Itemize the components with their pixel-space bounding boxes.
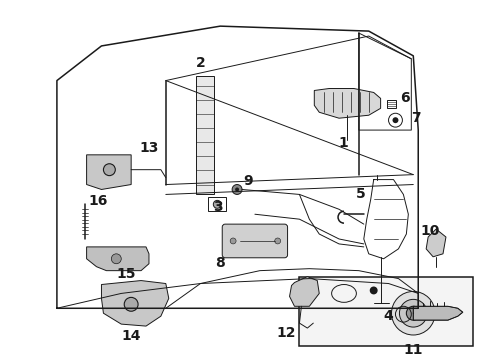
Bar [299, 276, 473, 346]
Bar [208, 197, 226, 211]
Text: 9: 9 [243, 174, 253, 188]
Circle shape [103, 164, 115, 176]
Text: 1: 1 [338, 136, 348, 150]
Polygon shape [314, 89, 381, 118]
Text: 14: 14 [122, 329, 141, 343]
Text: 11: 11 [404, 343, 423, 357]
Polygon shape [87, 155, 131, 189]
Circle shape [392, 117, 398, 123]
Polygon shape [101, 280, 169, 326]
Polygon shape [413, 306, 463, 320]
Text: 10: 10 [420, 224, 440, 238]
Text: 13: 13 [139, 141, 159, 155]
Text: 7: 7 [412, 111, 421, 125]
Circle shape [392, 292, 435, 335]
Circle shape [124, 297, 138, 311]
Bar [387, 100, 396, 108]
Polygon shape [87, 247, 149, 271]
Text: 16: 16 [89, 194, 108, 208]
Circle shape [370, 287, 378, 294]
Text: 6: 6 [400, 91, 410, 105]
FancyBboxPatch shape [222, 224, 288, 258]
Circle shape [406, 306, 420, 320]
Bar [196, 76, 214, 194]
Text: 3: 3 [214, 200, 223, 214]
Circle shape [230, 238, 236, 244]
Polygon shape [290, 276, 319, 306]
Polygon shape [426, 229, 446, 257]
Circle shape [111, 254, 121, 264]
Text: 15: 15 [117, 267, 136, 281]
Circle shape [232, 185, 242, 194]
Text: 8: 8 [216, 256, 225, 270]
Text: 12: 12 [277, 326, 296, 340]
Circle shape [213, 201, 221, 208]
Text: 5: 5 [356, 188, 366, 202]
Circle shape [399, 300, 427, 327]
Text: 4: 4 [384, 309, 393, 323]
Circle shape [275, 238, 281, 244]
Circle shape [235, 188, 239, 192]
Text: 2: 2 [196, 56, 205, 70]
